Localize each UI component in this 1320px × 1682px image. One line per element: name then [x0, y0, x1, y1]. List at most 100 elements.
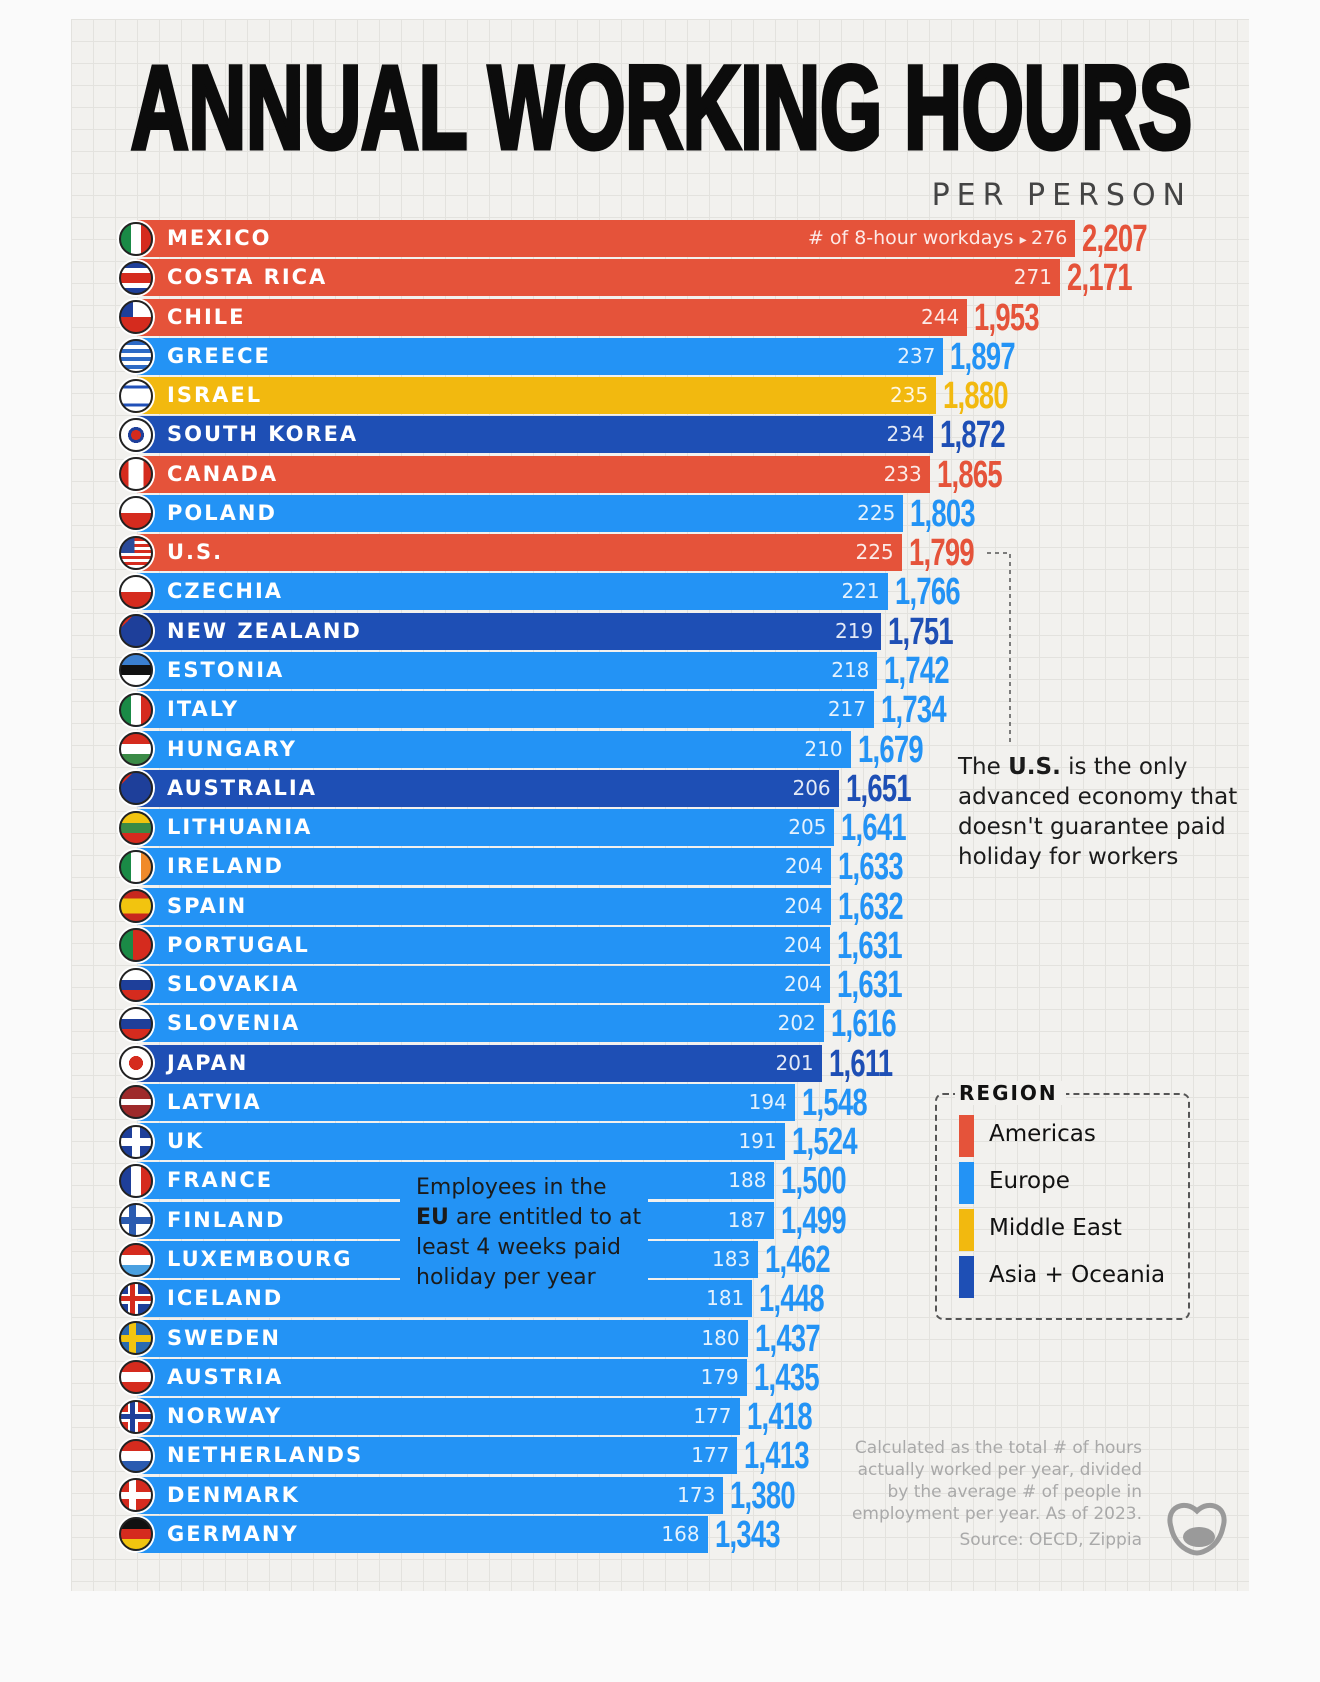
- flag-netherlands-icon: [119, 1438, 153, 1473]
- legend-title: REGION: [955, 1081, 1066, 1105]
- bar-latvia: [136, 1083, 795, 1121]
- value-label: 1,953: [974, 296, 1040, 339]
- flag-u-s-icon: [119, 535, 153, 570]
- bar-ireland: [136, 848, 831, 886]
- value-label: 1,462: [765, 1239, 831, 1282]
- bar-norway: [136, 1398, 740, 1436]
- us-note-text: is the only: [1060, 754, 1188, 780]
- arrow-right-icon: ▸: [1019, 232, 1032, 248]
- country-label: SWEDEN: [167, 1325, 281, 1350]
- workdays-label: 225: [857, 500, 896, 525]
- bar-slovenia: [136, 1005, 824, 1043]
- eu-note-line: EU are entitled to at: [416, 1203, 641, 1233]
- value-label: 1,437: [754, 1317, 821, 1360]
- flag-costa-rica-icon: [119, 260, 153, 295]
- workdays-label: 204: [783, 972, 823, 997]
- us-note-line: holiday for workers: [958, 844, 1179, 870]
- flag-ireland-icon: [119, 849, 153, 884]
- flag-austria-icon: [119, 1360, 153, 1395]
- value-label: 1,651: [845, 767, 912, 810]
- value-label: 1,897: [950, 335, 1016, 378]
- flag-israel-icon: [119, 378, 153, 413]
- eu-note-line: Employees in the: [416, 1175, 607, 1200]
- bar-israel: [136, 377, 937, 415]
- country-label: SPAIN: [167, 893, 248, 918]
- workdays-label: 210: [804, 736, 843, 761]
- flag-norway-icon: [119, 1399, 153, 1434]
- workdays-label: 201: [775, 1050, 814, 1075]
- country-label: U.S.: [167, 540, 224, 565]
- footnote-line: actually worked per year, divided: [857, 1460, 1142, 1480]
- flag-new-zealand-icon: [119, 614, 153, 649]
- country-label: CHILE: [167, 304, 246, 329]
- flag-poland-icon: [119, 496, 153, 531]
- eu-note-text: are entitled to at: [448, 1205, 642, 1230]
- flag-slovakia-icon: [119, 967, 153, 1002]
- bar-hungary: [136, 730, 851, 768]
- bar-south-korea: [136, 416, 933, 454]
- country-label: LITHUANIA: [167, 815, 313, 840]
- country-label: HUNGARY: [167, 736, 297, 761]
- workdays-label: 205: [788, 815, 827, 840]
- workdays-label: 218: [831, 657, 870, 682]
- flag-south-korea-icon: [119, 417, 153, 452]
- country-label: ESTONIA: [167, 657, 285, 682]
- workdays-label: 168: [661, 1521, 700, 1546]
- value-label: 1,499: [780, 1199, 847, 1242]
- flag-italy-icon: [119, 692, 153, 727]
- us-note-line: doesn't guarantee paid: [958, 814, 1226, 840]
- bar-sweden: [136, 1319, 748, 1357]
- flag-slovenia-icon: [119, 1006, 153, 1041]
- flag-latvia-icon: [119, 1085, 153, 1120]
- legend-label: Middle East: [989, 1215, 1122, 1241]
- workdays-caption: # of 8-hour workdays: [807, 227, 1020, 249]
- bar-mexico: [136, 220, 1076, 257]
- eu-note-line: least 4 weeks paid: [416, 1235, 621, 1260]
- value-label: 1,751: [888, 610, 954, 653]
- value-label: 1,679: [857, 728, 924, 771]
- workdays-label: 188: [728, 1168, 767, 1193]
- us-note-line: advanced economy that: [958, 784, 1238, 810]
- eu-note: Employees in the EU are entitled to at l…: [416, 1173, 641, 1293]
- flag-canada-icon: [119, 457, 153, 492]
- bar-greece: [136, 337, 944, 375]
- bar-portugal: [136, 926, 831, 964]
- workdays-label: 204: [784, 893, 823, 918]
- country-label: POLAND: [167, 500, 277, 525]
- value-label: 1,435: [753, 1356, 820, 1399]
- flag-hungary-icon: [119, 732, 153, 766]
- workdays-label: 173: [677, 1482, 716, 1507]
- country-label: SLOVAKIA: [167, 972, 300, 997]
- bar-u-s: [136, 534, 902, 572]
- publisher-logo-icon: [1167, 1503, 1227, 1556]
- footnote-line: Calculated as the total # of hours: [854, 1438, 1142, 1458]
- workdays-label: 181: [706, 1286, 745, 1311]
- bar-uk: [136, 1123, 785, 1161]
- bar-spain: [136, 887, 831, 925]
- eu-note-line: holiday per year: [416, 1265, 596, 1290]
- workdays-label: 233: [883, 461, 922, 486]
- value-label: 1,865: [936, 453, 1003, 496]
- value-label: 2,171: [1066, 257, 1133, 300]
- country-label: AUSTRALIA: [167, 775, 317, 800]
- workdays-label: 234: [886, 422, 925, 447]
- country-label: GREECE: [167, 343, 271, 368]
- value-label: 1,641: [841, 807, 907, 850]
- bar-netherlands: [136, 1437, 738, 1475]
- value-label: 1,524: [791, 1121, 858, 1164]
- workdays-label: 202: [777, 1011, 816, 1036]
- title-area: ANNUAL WORKING HOURS: [129, 40, 1195, 177]
- legend-swatch: [959, 1209, 974, 1251]
- workdays-label: 217: [827, 697, 866, 722]
- bar-canada: [136, 455, 930, 493]
- country-label: DENMARK: [167, 1482, 300, 1507]
- bar-chile: [136, 298, 968, 336]
- legend-label: Asia + Oceania: [989, 1262, 1166, 1288]
- bar-austria: [136, 1358, 747, 1396]
- flag-australia-icon: [119, 771, 153, 806]
- value-label: 1,380: [730, 1474, 796, 1517]
- workdays-label: 237: [897, 343, 936, 368]
- bar-slovakia: [136, 966, 831, 1004]
- workdays-value: 276: [1031, 227, 1068, 249]
- flag-denmark-icon: [119, 1478, 153, 1513]
